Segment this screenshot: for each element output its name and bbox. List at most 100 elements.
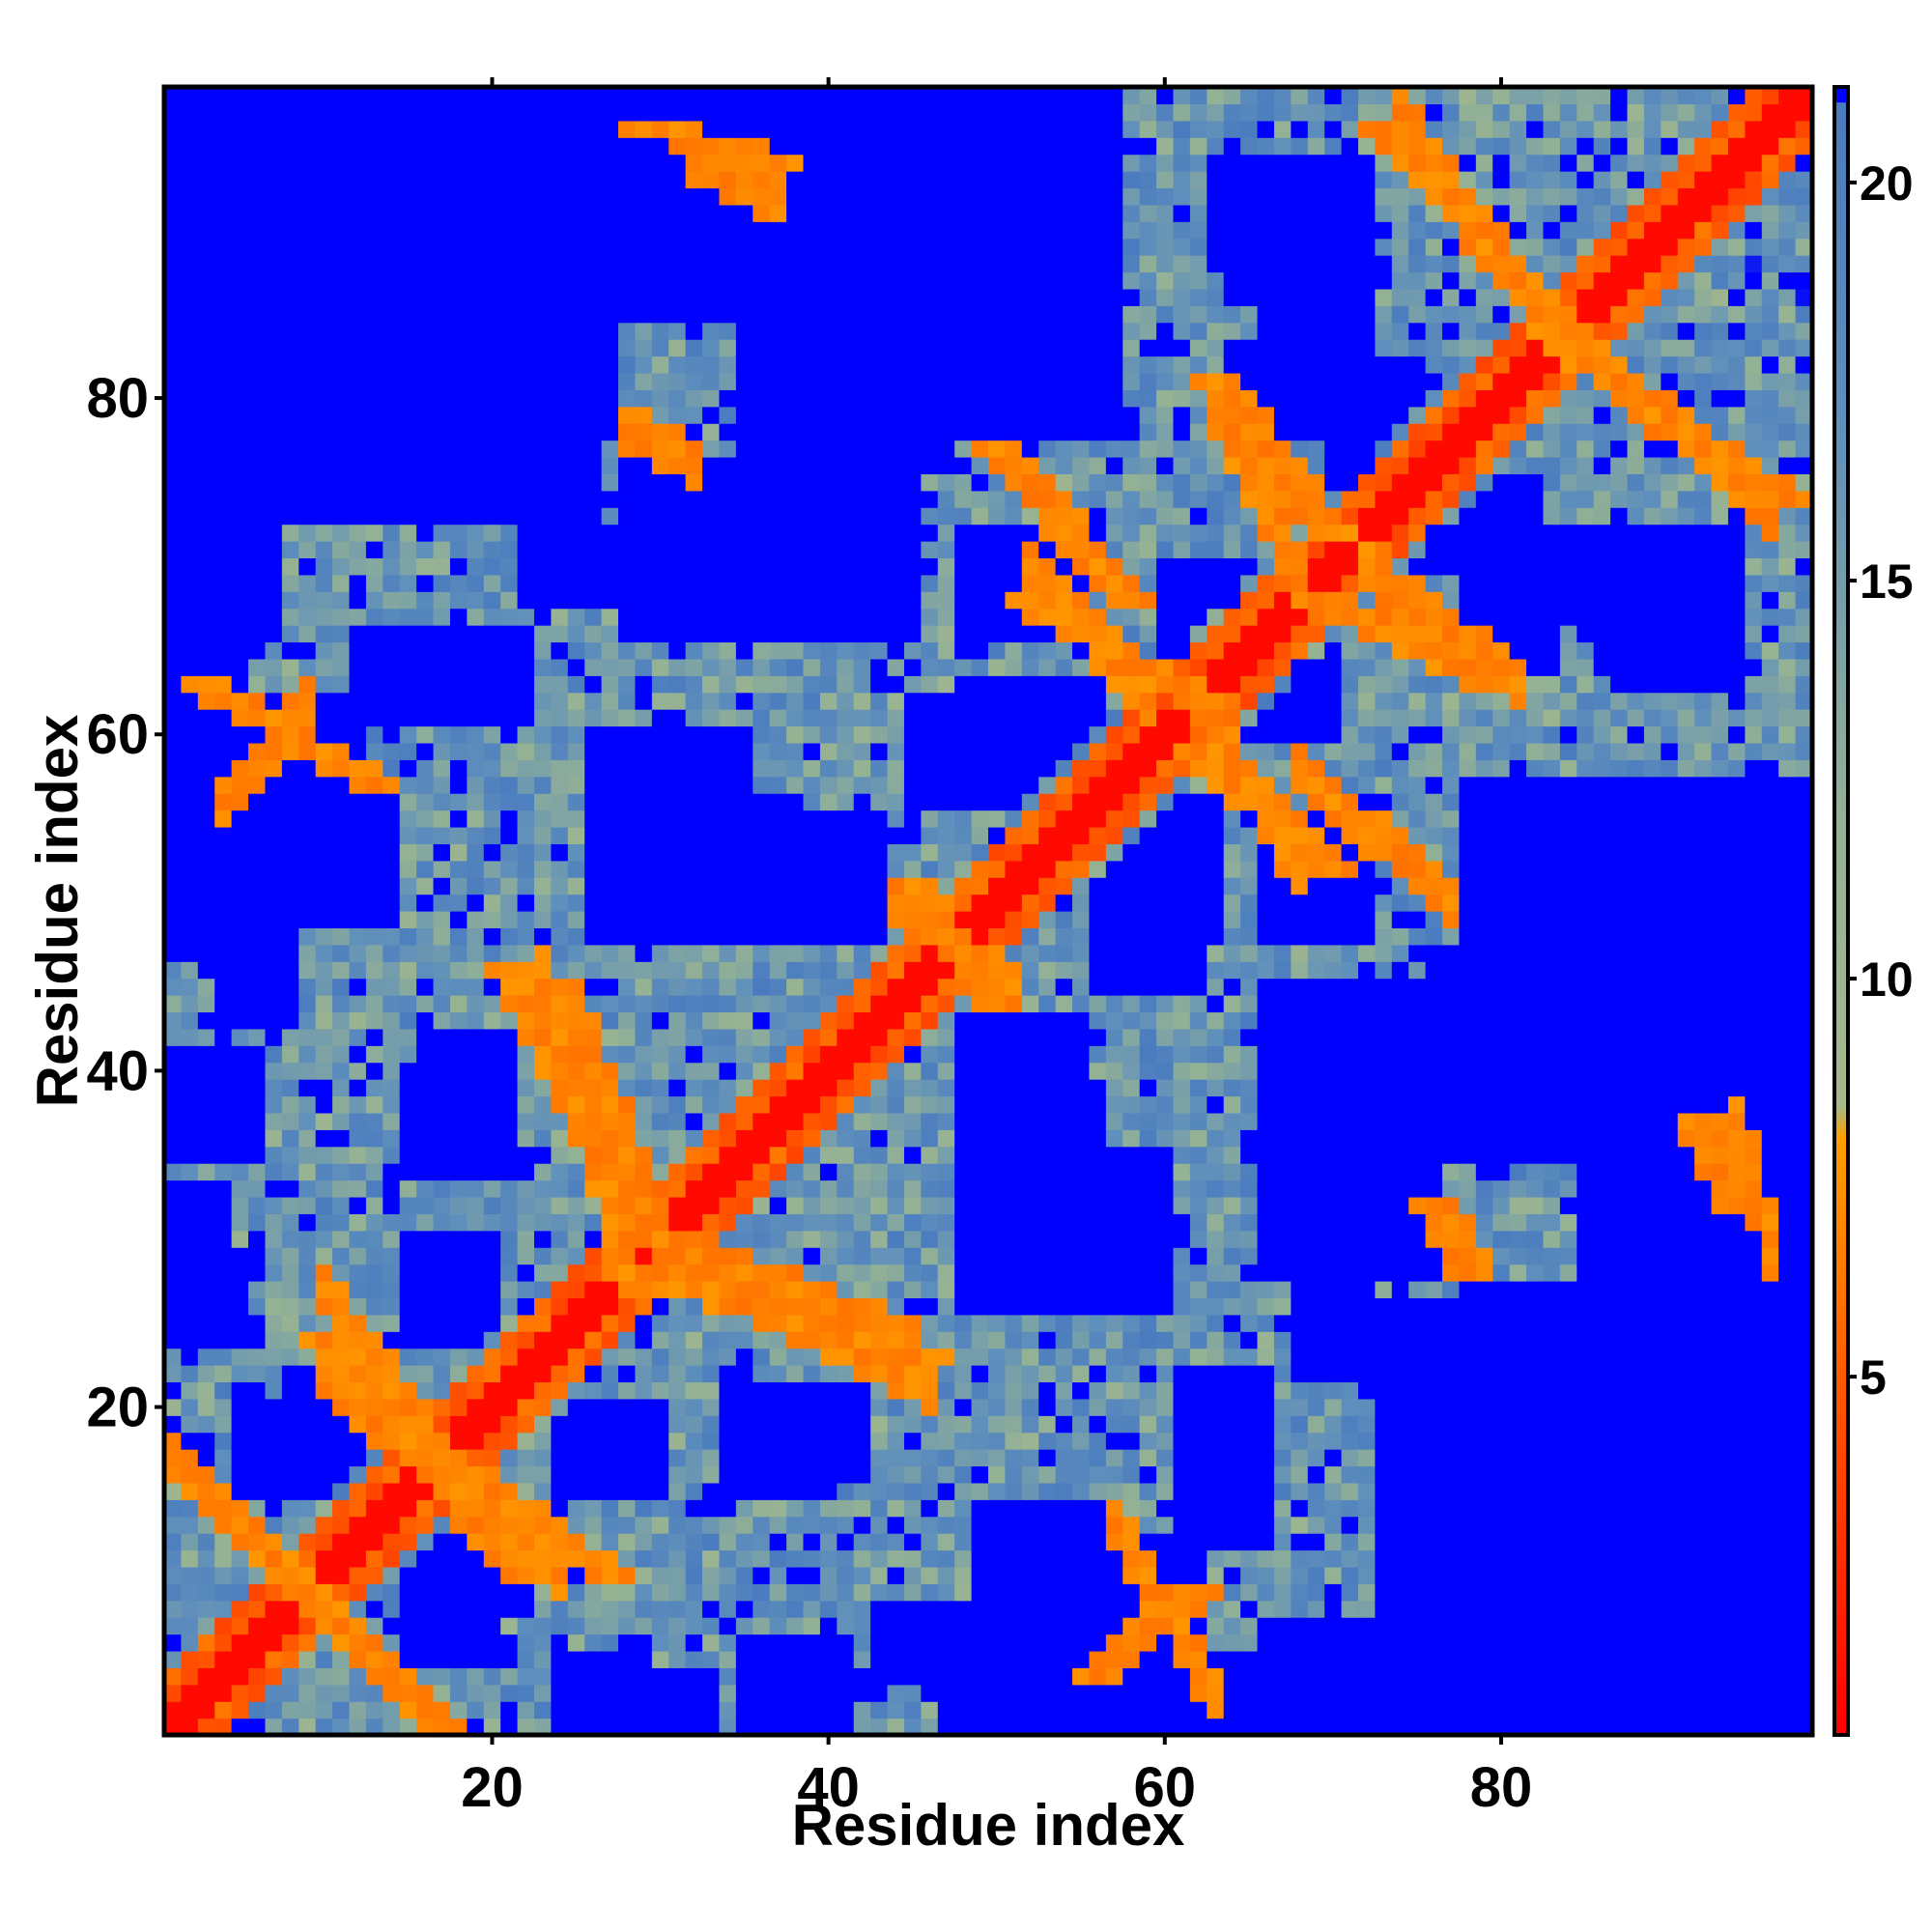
heatmap-cell [281,1549,299,1568]
heatmap-cell [433,927,451,946]
heatmap-cell [769,1264,787,1282]
heatmap-cell [551,725,569,744]
heatmap-cell [383,1146,401,1164]
heatmap-cell [769,1331,787,1350]
heatmap-cell [954,641,973,660]
heatmap-cell [365,339,384,357]
heatmap-cell [181,1566,199,1584]
heatmap-cell [483,423,501,441]
heatmap-cell [853,978,871,996]
heatmap-cell [769,759,787,778]
heatmap-cell [349,1650,367,1668]
heatmap-cell [399,1028,417,1046]
heatmap-cell [870,1415,889,1434]
heatmap-cell [819,1314,838,1332]
heatmap-cell [298,238,317,256]
heatmap-cell [433,1634,451,1652]
heatmap-cell [971,978,989,996]
heatmap-cell [903,1583,922,1602]
heatmap-cell [753,1028,771,1046]
heatmap-cell [483,877,501,895]
heatmap-cell [735,1264,753,1282]
heatmap-cell [248,305,267,324]
heatmap-cell [635,1533,653,1551]
heatmap-cell [433,1684,451,1702]
heatmap-cell [265,1516,283,1534]
heatmap-cell [483,440,501,458]
heatmap-cell [887,103,905,122]
heatmap-cell [853,1028,871,1046]
heatmap-cell [383,473,401,492]
heatmap-cell [735,1533,753,1551]
heatmap-cell [988,557,1007,576]
heatmap-cell [819,541,838,559]
heatmap-cell [449,255,468,273]
heatmap-cell [248,725,267,744]
heatmap-cell [181,137,199,156]
heatmap-cell [281,1196,299,1214]
heatmap-cell [685,742,703,760]
heatmap-cell [315,238,333,256]
heatmap-cell [349,927,367,946]
heatmap-cell [399,927,417,946]
heatmap-cell [181,305,199,324]
heatmap-cell [786,288,805,306]
heatmap-cell [903,1617,922,1635]
heatmap-cell [584,1499,603,1518]
heatmap-cell [651,1213,669,1232]
heatmap-cell [500,1583,519,1602]
heatmap-cell [567,1432,585,1450]
heatmap-cell [903,1230,922,1248]
heatmap-cell [365,1432,384,1450]
heatmap-cell [383,322,401,340]
heatmap-cell [735,524,753,542]
heatmap-cell [584,675,603,694]
heatmap-cell [786,473,805,492]
heatmap-cell [265,641,283,660]
heatmap-cell [1005,1297,1023,1316]
heatmap-cell [921,322,939,340]
heatmap-cell [500,171,519,189]
heatmap-cell [1005,204,1023,222]
heatmap-cell [483,288,501,306]
heatmap-cell [399,1549,417,1568]
heatmap-cell [786,1314,805,1332]
heatmap-cell [584,1667,603,1686]
heatmap-cell [449,625,468,643]
heatmap-cell [651,1079,669,1097]
heatmap-cell [786,877,805,895]
heatmap-cell [870,103,889,122]
heatmap-cell [181,742,199,760]
heatmap-cell [803,1718,821,1735]
heatmap-cell [517,120,535,138]
heatmap-cell [500,1230,519,1248]
heatmap-cell [551,389,569,408]
heatmap-cell [601,271,619,290]
heatmap-cell [551,1398,569,1416]
heatmap-cell [753,490,771,508]
heatmap-cell [601,608,619,626]
heatmap-cell [971,1650,989,1668]
heatmap-cell [281,1533,299,1551]
heatmap-cell [383,406,401,424]
heatmap-cell [467,187,485,206]
heatmap-cell [971,154,989,172]
heatmap-cell [197,490,215,508]
heatmap-cell [668,759,687,778]
heatmap-cell [533,255,552,273]
heatmap-cell [735,1381,753,1400]
heatmap-cell [870,1667,889,1686]
heatmap-cell [954,1465,973,1484]
heatmap-cell [315,625,333,643]
heatmap-cell [231,389,249,408]
heatmap-cell [164,1398,183,1416]
heatmap-cell [164,1718,183,1735]
heatmap-cell [416,1566,435,1584]
heatmap-cell [197,1062,215,1080]
heatmap-cell [971,1465,989,1484]
heatmap-cell [181,271,199,290]
heatmap-cell [887,894,905,912]
heatmap-cell [618,389,637,408]
heatmap-cell [265,877,283,895]
heatmap-cell [332,1634,351,1652]
